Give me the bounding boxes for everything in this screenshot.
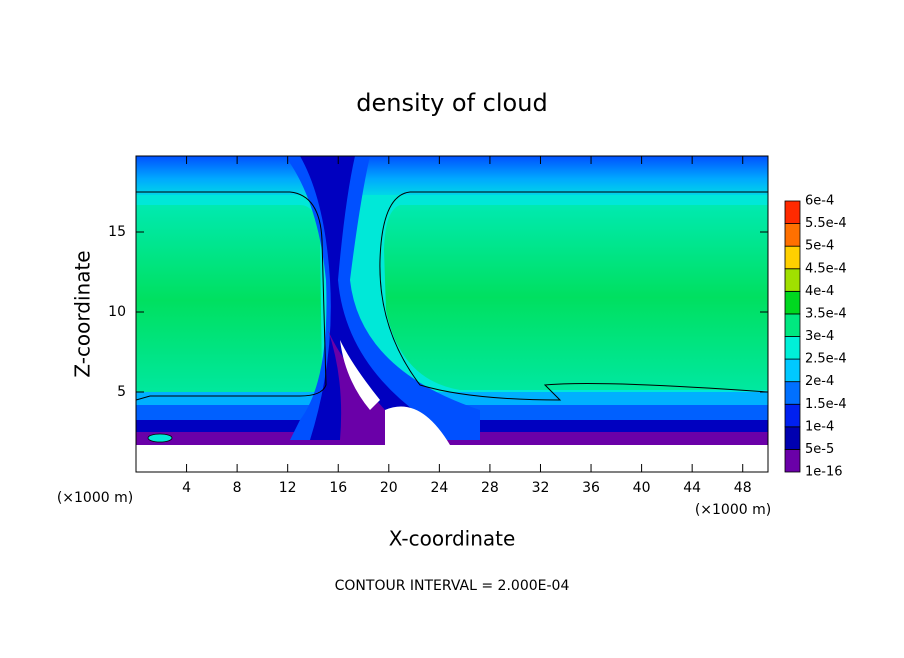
chart-title: density of cloud [356,89,547,117]
contour-note: CONTOUR INTERVAL = 2.000E-04 [335,578,570,594]
colorbar-label: 4e-4 [805,284,834,299]
y-tick-label: 10 [108,304,126,320]
colorbar-swatch [784,336,801,360]
x-unit: (×1000 m) [695,502,771,518]
colorbar-swatch [784,268,801,292]
colorbar-label: 5e-5 [805,442,834,457]
contour-field [136,156,768,472]
plot-frame [135,155,769,473]
colorbar-swatch [784,245,801,270]
x-tick-label: 8 [233,480,242,496]
colorbar-swatch [784,449,801,473]
colorbar-label: 2e-4 [805,374,834,389]
colorbar-swatch [784,381,801,405]
colorbar-label: 5e-4 [805,239,834,254]
colorbar-label: 3e-4 [805,329,834,344]
x-axis-title: X-coordinate [389,527,516,551]
x-tick-label: 20 [380,480,398,496]
colorbar-label: 1e-4 [805,419,834,434]
y-axis-title: Z-coordinate [71,250,95,377]
x-tick-label: 12 [279,480,297,496]
colorbar-swatch [784,223,801,247]
colorbar-label: 3.5e-4 [805,306,847,321]
colorbar-swatch [784,290,801,315]
y-tick-label: 15 [108,224,126,240]
colorbar-swatch [784,313,801,337]
x-tick-label: 28 [481,480,499,496]
x-tick-label: 16 [329,480,347,496]
colorbar-label: 1.5e-4 [805,397,847,412]
x-tick-label: 24 [430,480,448,496]
colorbar-label: 4.5e-4 [805,261,847,276]
colorbar-label: 5.5e-4 [805,216,847,231]
x-tick-label: 4 [182,480,191,496]
x-tick-label: 48 [734,480,752,496]
colorbar-label: 6e-4 [805,194,834,209]
colorbar-swatch [784,358,801,383]
colorbar-label: 2.5e-4 [805,352,847,367]
y-tick-label: 5 [117,384,126,400]
colorbar-swatch [784,426,801,450]
x-tick-label: 36 [582,480,600,496]
colorbar-swatch [784,200,801,224]
x-tick-label: 40 [633,480,651,496]
x-tick-label: 44 [683,480,701,496]
x-tick-label: 32 [532,480,550,496]
colorbar-label: 1e-16 [805,465,843,480]
y-unit: (×1000 m) [57,490,133,506]
colorbar-swatch [784,403,801,428]
